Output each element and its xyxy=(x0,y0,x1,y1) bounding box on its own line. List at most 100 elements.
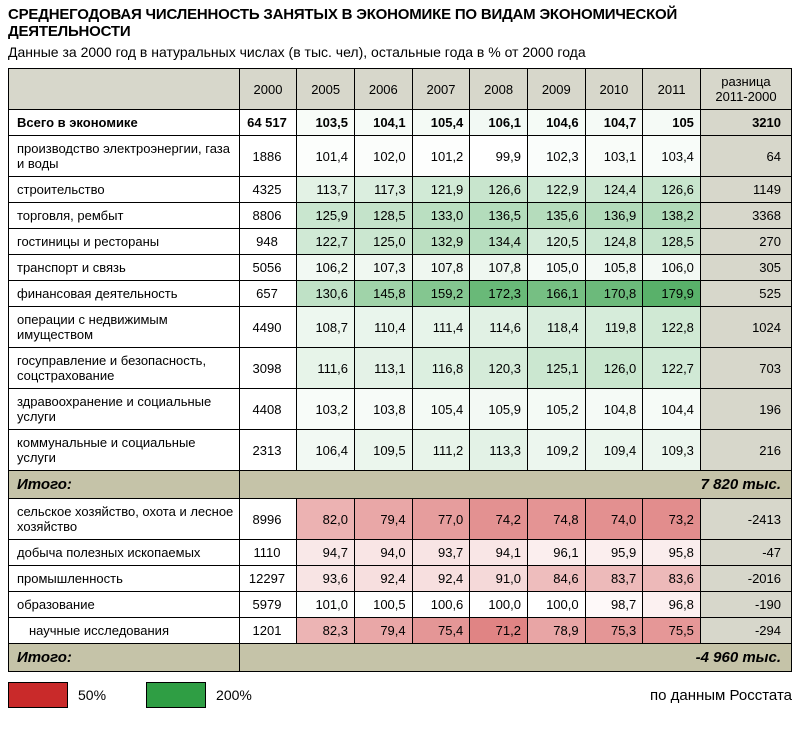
row-label: госуправление и безопасность, соцстрахов… xyxy=(9,348,240,389)
cell-pct: 104,7 xyxy=(585,110,643,136)
row-label: коммунальные и социальные услуги xyxy=(9,430,240,471)
cell-pct: 134,4 xyxy=(470,229,528,255)
cell-pct: 172,3 xyxy=(470,281,528,307)
table-row: строительство4325113,7117,3121,9126,6122… xyxy=(9,177,792,203)
cell-pct: 102,3 xyxy=(527,136,585,177)
cell-pct: 120,3 xyxy=(470,348,528,389)
cell-pct: 107,8 xyxy=(412,255,470,281)
table-header-row: 20002005200620072008200920102011разница … xyxy=(9,69,792,110)
row-label: здравоохранение и социальные услуги xyxy=(9,389,240,430)
row-label: транспорт и связь xyxy=(9,255,240,281)
row-label: операции с недвижимым имуществом xyxy=(9,307,240,348)
cell-pct: 91,0 xyxy=(470,566,528,592)
cell-pct: 113,3 xyxy=(470,430,528,471)
cell-pct: 111,6 xyxy=(297,348,355,389)
cell-pct: 121,9 xyxy=(412,177,470,203)
cell-pct: 106,1 xyxy=(470,110,528,136)
header-year: 2006 xyxy=(354,69,412,110)
table-row: торговля, рембыт8806125,9128,5133,0136,5… xyxy=(9,203,792,229)
header-diff: разница 2011-2000 xyxy=(700,69,791,110)
cell-pct: 101,4 xyxy=(297,136,355,177)
row-label: производство электроэнергии, газа и воды xyxy=(9,136,240,177)
row-label: сельское хозяйство, охота и лесное хозяй… xyxy=(9,499,240,540)
row-label: строительство xyxy=(9,177,240,203)
cell-base: 4490 xyxy=(239,307,297,348)
cell-pct: 74,0 xyxy=(585,499,643,540)
header-year: 2005 xyxy=(297,69,355,110)
cell-pct: 79,4 xyxy=(354,618,412,644)
table-row: добыча полезных ископаемых111094,794,093… xyxy=(9,540,792,566)
row-label: торговля, рембыт xyxy=(9,203,240,229)
cell-pct: 106,4 xyxy=(297,430,355,471)
cell-pct: 75,4 xyxy=(412,618,470,644)
cell-pct: 122,8 xyxy=(643,307,701,348)
subtotal-label: Итого: xyxy=(9,471,240,499)
cell-pct: 106,0 xyxy=(643,255,701,281)
cell-pct: 130,6 xyxy=(297,281,355,307)
subtotal-value: -4 960 тыс. xyxy=(239,644,791,672)
cell-pct: 78,9 xyxy=(527,618,585,644)
header-year: 2010 xyxy=(585,69,643,110)
cell-pct: 100,5 xyxy=(354,592,412,618)
cell-pct: 110,4 xyxy=(354,307,412,348)
row-label: финансовая деятельность xyxy=(9,281,240,307)
cell-pct: 99,9 xyxy=(470,136,528,177)
legend-high-label: 200% xyxy=(216,687,252,703)
cell-pct: 105 xyxy=(643,110,701,136)
cell-base: 5979 xyxy=(239,592,297,618)
cell-diff: 3210 xyxy=(700,110,791,136)
cell-pct: 100,0 xyxy=(470,592,528,618)
cell-pct: 103,2 xyxy=(297,389,355,430)
cell-diff: -294 xyxy=(700,618,791,644)
cell-base: 1886 xyxy=(239,136,297,177)
cell-pct: 133,0 xyxy=(412,203,470,229)
cell-pct: 132,9 xyxy=(412,229,470,255)
cell-diff: -2016 xyxy=(700,566,791,592)
cell-pct: 128,5 xyxy=(354,203,412,229)
cell-pct: 101,2 xyxy=(412,136,470,177)
cell-diff: 1024 xyxy=(700,307,791,348)
cell-pct: 122,7 xyxy=(297,229,355,255)
row-label: промышленность xyxy=(9,566,240,592)
cell-pct: 82,3 xyxy=(297,618,355,644)
subtotal-label: Итого: xyxy=(9,644,240,672)
header-year: 2008 xyxy=(470,69,528,110)
cell-pct: 103,1 xyxy=(585,136,643,177)
table-row: коммунальные и социальные услуги2313106,… xyxy=(9,430,792,471)
cell-pct: 96,1 xyxy=(527,540,585,566)
page-subtitle: Данные за 2000 год в натуральных числах … xyxy=(8,44,792,60)
cell-pct: 116,8 xyxy=(412,348,470,389)
cell-pct: 94,7 xyxy=(297,540,355,566)
row-label: образование xyxy=(9,592,240,618)
cell-pct: 104,8 xyxy=(585,389,643,430)
legend-high-swatch xyxy=(146,682,206,708)
cell-pct: 103,8 xyxy=(354,389,412,430)
cell-base: 948 xyxy=(239,229,297,255)
cell-base: 8996 xyxy=(239,499,297,540)
cell-diff: 525 xyxy=(700,281,791,307)
cell-pct: 125,9 xyxy=(297,203,355,229)
cell-pct: 84,6 xyxy=(527,566,585,592)
cell-pct: 93,7 xyxy=(412,540,470,566)
table-row: Всего в экономике64 517103,5104,1105,410… xyxy=(9,110,792,136)
cell-base: 657 xyxy=(239,281,297,307)
cell-base: 1110 xyxy=(239,540,297,566)
data-source: по данным Росстата xyxy=(650,687,792,704)
cell-pct: 103,4 xyxy=(643,136,701,177)
cell-pct: 179,9 xyxy=(643,281,701,307)
cell-pct: 138,2 xyxy=(643,203,701,229)
table-row: транспорт и связь5056106,2107,3107,8107,… xyxy=(9,255,792,281)
cell-pct: 124,4 xyxy=(585,177,643,203)
cell-pct: 98,7 xyxy=(585,592,643,618)
row-label: гостиницы и рестораны xyxy=(9,229,240,255)
table-row: здравоохранение и социальные услуги44081… xyxy=(9,389,792,430)
cell-pct: 73,2 xyxy=(643,499,701,540)
row-label: добыча полезных ископаемых xyxy=(9,540,240,566)
cell-pct: 102,0 xyxy=(354,136,412,177)
cell-pct: 170,8 xyxy=(585,281,643,307)
cell-pct: 95,9 xyxy=(585,540,643,566)
page-title: СРЕДНЕГОДОВАЯ ЧИСЛЕННОСТЬ ЗАНЯТЫХ В ЭКОН… xyxy=(8,6,792,40)
cell-pct: 125,0 xyxy=(354,229,412,255)
cell-pct: 77,0 xyxy=(412,499,470,540)
cell-pct: 104,6 xyxy=(527,110,585,136)
